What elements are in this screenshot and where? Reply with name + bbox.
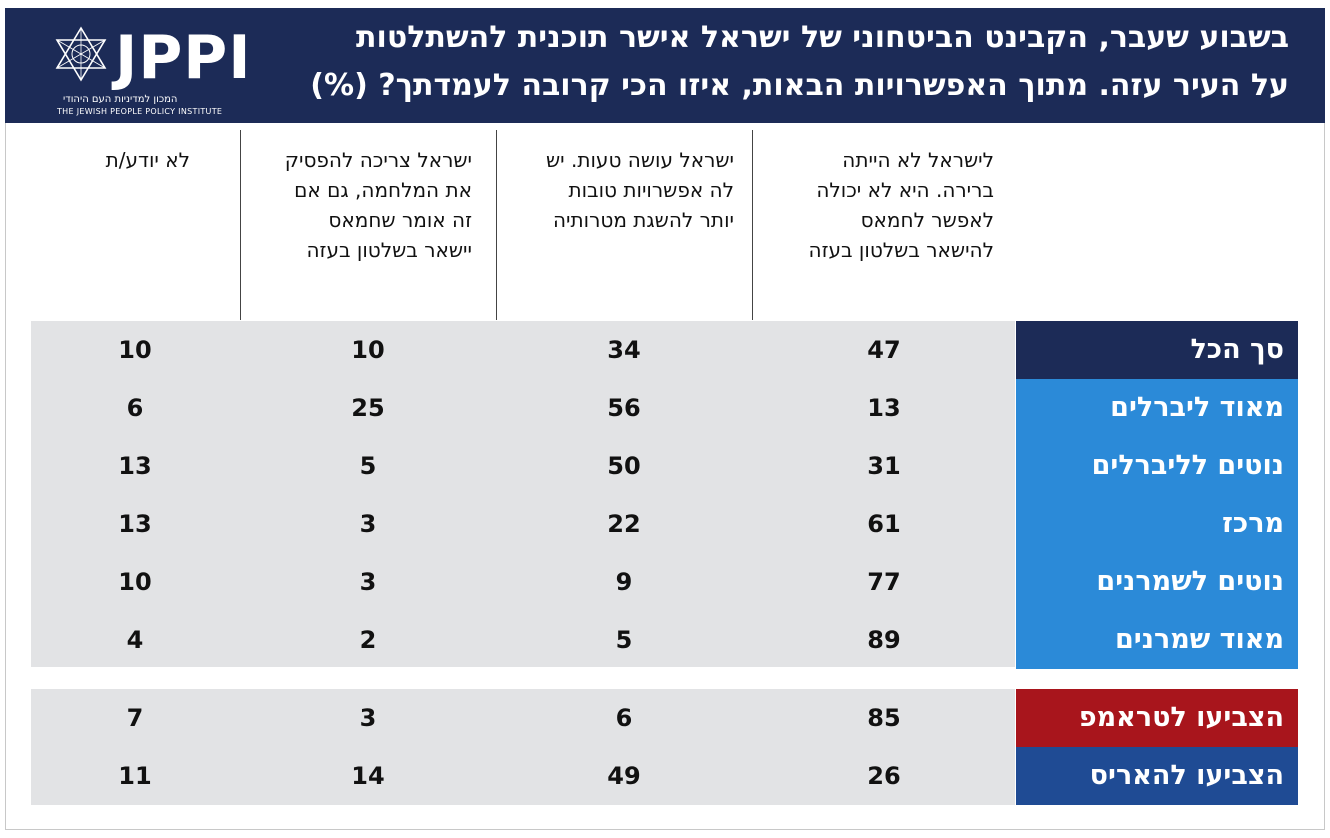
table-cell-value: 3 <box>359 568 377 596</box>
table-cell-value: 56 <box>607 394 641 422</box>
column-header-mistake: ישראל עושה טעות. יש לה אפשרויות טובות יו… <box>504 145 734 235</box>
table-cell-value: 25 <box>351 394 385 422</box>
row-label: מאוד ליברלים <box>1016 379 1298 437</box>
table-cell-value: 7 <box>126 704 144 732</box>
row-label: מרכז <box>1016 495 1298 553</box>
row-label: הצביעו להאריס <box>1016 747 1298 805</box>
table-cell-value: 10 <box>118 568 152 596</box>
table-cell-value: 3 <box>359 704 377 732</box>
table-cell-value: 3 <box>359 510 377 538</box>
column-header-line: יותר להשגת מטרותיה <box>552 208 734 232</box>
row-label: הצביעו לטראמפ <box>1016 689 1298 747</box>
table-cell-value: 85 <box>867 704 901 732</box>
column-header-line: להישאר בשלטון בעזה <box>808 238 995 262</box>
table-cell-value: 13 <box>118 452 152 480</box>
table-cell-value: 11 <box>118 762 152 790</box>
column-divider <box>240 130 241 320</box>
table-cell-value: 31 <box>867 452 901 480</box>
column-divider <box>496 130 497 320</box>
column-header-line: ישראל צריכה להפסיק <box>284 148 472 172</box>
table-cell-value: 6 <box>126 394 144 422</box>
column-header-line: את המלחמה, גם אם <box>294 178 472 202</box>
row-label: סך הכל <box>1016 321 1298 379</box>
logo-wordmark: JPPI <box>115 23 252 93</box>
table-cell-value: 13 <box>118 510 152 538</box>
star-of-david-icon <box>55 26 107 82</box>
column-header-line: לה אפשרויות טובות <box>568 178 734 202</box>
table-cell-value: 61 <box>867 510 901 538</box>
table-cell-value: 26 <box>867 762 901 790</box>
logo-hebrew-name: המכון למדיניות העם היהודי <box>63 94 178 105</box>
table-cell-value: 5 <box>615 626 633 654</box>
table-cell-value: 22 <box>607 510 641 538</box>
table-cell-value: 2 <box>359 626 377 654</box>
table-cell-value: 6 <box>615 704 633 732</box>
table-cell-value: 34 <box>607 336 641 364</box>
table-cell-value: 77 <box>867 568 901 596</box>
column-header-no-choice: לישראל לא הייתה ברירה. היא לא יכולה לאפש… <box>764 145 995 265</box>
column-header-line: לאפשר לחמאס <box>860 208 994 232</box>
column-header-line: ברירה. היא לא יכולה <box>816 178 994 202</box>
table-cell-value: 5 <box>359 452 377 480</box>
logo-english-name: THE JEWISH PEOPLE POLICY INSTITUTE <box>57 107 223 116</box>
column-header-line: לישראל לא הייתה <box>842 148 994 172</box>
column-header-line: יישאר בשלטון בעזה <box>306 238 472 262</box>
column-header-stop-war: ישראל צריכה להפסיק את המלחמה, גם אם זה א… <box>242 145 472 265</box>
table-cell-value: 14 <box>351 762 385 790</box>
table-cell-value: 50 <box>607 452 641 480</box>
row-label: נוטים לליברלים <box>1016 437 1298 495</box>
row-label: נוטים לשמרנים <box>1016 553 1298 611</box>
table-panel-vote <box>31 689 1015 805</box>
row-label: מאוד שמרנים <box>1016 611 1298 669</box>
table-panel-ideology <box>31 321 1015 667</box>
column-header-line: לא יודע/ת <box>105 148 190 172</box>
table-cell-value: 10 <box>351 336 385 364</box>
column-header-line: זה אומר שחמאס <box>328 208 472 232</box>
header-banner: בשבוע שעבר, הקבינט הביטחוני של ישראל איש… <box>5 8 1325 123</box>
table-cell-value: 89 <box>867 626 901 654</box>
table-cell-value: 4 <box>126 626 144 654</box>
column-header-line: ישראל עושה טעות. יש <box>545 148 734 172</box>
table-cell-value: 10 <box>118 336 152 364</box>
table-cell-value: 13 <box>867 394 901 422</box>
column-divider <box>752 130 753 320</box>
column-header-dont-know: לא יודע/ת <box>40 145 190 175</box>
title-line-1: בשבוע שעבר, הקבינט הביטחוני של ישראל איש… <box>356 20 1289 55</box>
table-cell-value: 47 <box>867 336 901 364</box>
table-cell-value: 9 <box>615 568 633 596</box>
table-cell-value: 49 <box>607 762 641 790</box>
title-line-2: על העיר עזה. מתוך האפשרויות הבאות, איזו … <box>310 68 1289 103</box>
